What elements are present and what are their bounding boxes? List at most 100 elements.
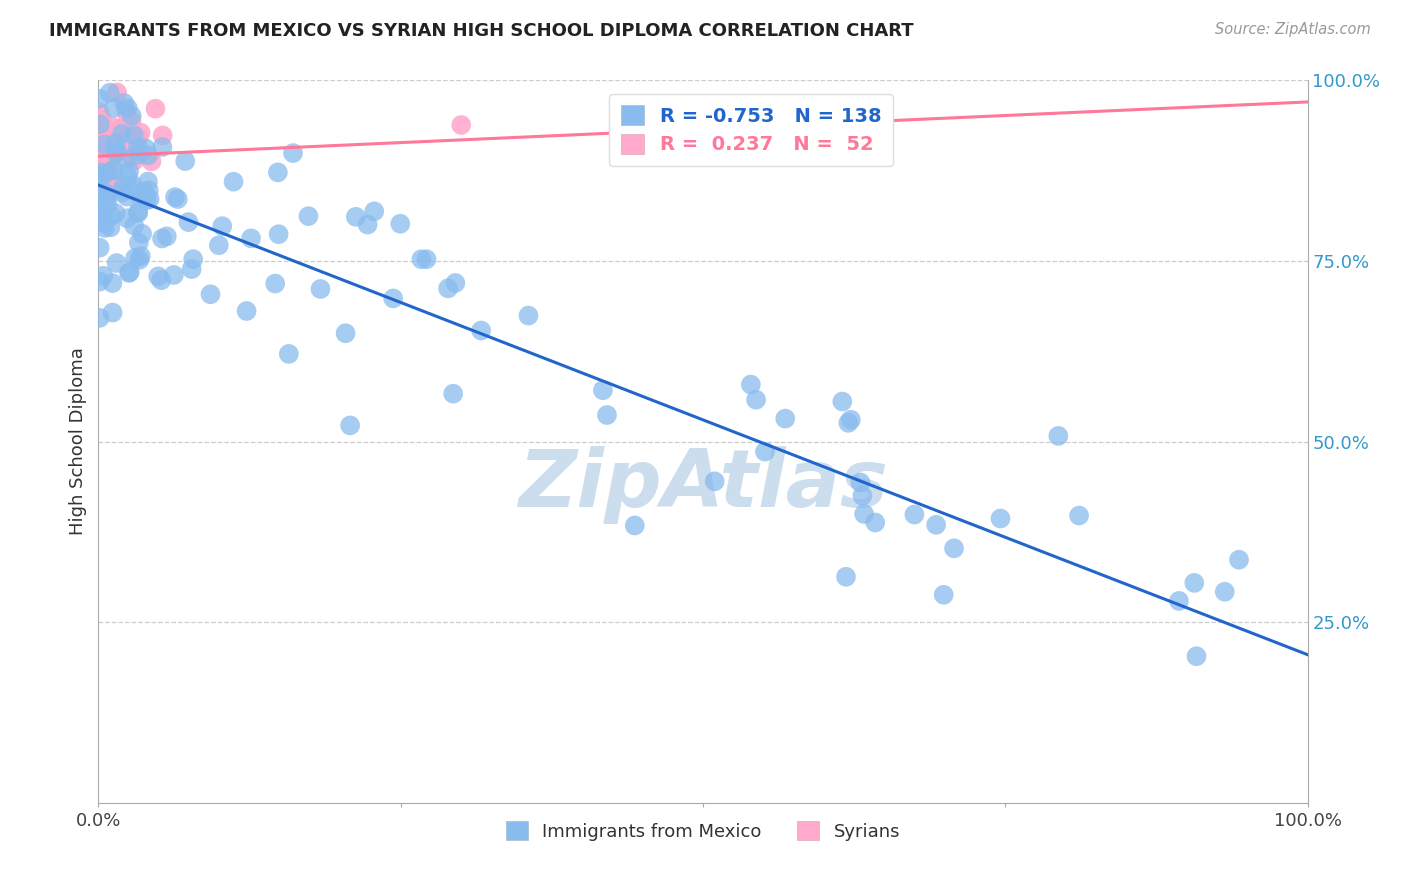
Point bbox=[389, 217, 412, 231]
Point bbox=[339, 418, 361, 433]
Point bbox=[235, 304, 257, 318]
Point bbox=[89, 171, 111, 186]
Point bbox=[89, 105, 111, 120]
Point bbox=[89, 184, 111, 198]
Point bbox=[129, 249, 152, 263]
Point bbox=[91, 175, 114, 189]
Point bbox=[925, 517, 948, 532]
Point bbox=[135, 194, 157, 208]
Point bbox=[1185, 649, 1208, 664]
Point bbox=[863, 516, 886, 530]
Point bbox=[138, 183, 160, 197]
Point bbox=[89, 275, 111, 289]
Point bbox=[90, 128, 112, 143]
Point bbox=[1213, 584, 1236, 599]
Point bbox=[117, 101, 139, 115]
Point bbox=[93, 157, 115, 171]
Text: ZipAtlas: ZipAtlas bbox=[517, 446, 889, 524]
Point bbox=[127, 140, 149, 154]
Point bbox=[104, 136, 127, 151]
Point bbox=[94, 220, 117, 235]
Legend: Immigrants from Mexico, Syrians: Immigrants from Mexico, Syrians bbox=[499, 814, 907, 848]
Point bbox=[754, 444, 776, 458]
Point bbox=[96, 160, 118, 174]
Point bbox=[97, 125, 120, 139]
Point bbox=[89, 310, 111, 325]
Point bbox=[200, 287, 222, 301]
Point bbox=[1067, 508, 1090, 523]
Point bbox=[837, 416, 859, 430]
Point bbox=[128, 235, 150, 250]
Point bbox=[152, 140, 174, 154]
Point bbox=[174, 154, 197, 169]
Point bbox=[105, 86, 128, 100]
Point bbox=[90, 159, 112, 173]
Point bbox=[105, 145, 128, 159]
Point bbox=[851, 489, 873, 503]
Point bbox=[382, 292, 405, 306]
Point bbox=[592, 384, 614, 398]
Point bbox=[703, 475, 725, 489]
Point bbox=[117, 169, 139, 184]
Point bbox=[115, 126, 138, 140]
Point bbox=[415, 252, 437, 267]
Point bbox=[740, 377, 762, 392]
Point bbox=[450, 118, 472, 132]
Point bbox=[112, 178, 135, 193]
Point bbox=[101, 305, 124, 319]
Point bbox=[141, 154, 163, 169]
Point bbox=[117, 142, 139, 156]
Point bbox=[163, 268, 186, 282]
Point bbox=[1168, 594, 1191, 608]
Point bbox=[211, 219, 233, 234]
Point bbox=[208, 238, 231, 252]
Point bbox=[118, 265, 141, 279]
Point bbox=[90, 143, 112, 157]
Point bbox=[89, 165, 111, 179]
Point bbox=[441, 386, 464, 401]
Point bbox=[105, 256, 128, 270]
Point bbox=[131, 227, 153, 241]
Point bbox=[87, 116, 110, 130]
Point bbox=[344, 210, 367, 224]
Point bbox=[297, 209, 319, 223]
Point bbox=[150, 231, 173, 245]
Point bbox=[90, 160, 112, 174]
Point bbox=[94, 161, 117, 175]
Point bbox=[89, 136, 111, 150]
Point bbox=[411, 252, 433, 267]
Point bbox=[89, 241, 111, 255]
Point bbox=[89, 197, 111, 211]
Point bbox=[103, 147, 125, 161]
Point bbox=[111, 186, 134, 200]
Point bbox=[943, 541, 966, 556]
Point bbox=[115, 189, 138, 203]
Point bbox=[166, 192, 188, 206]
Point bbox=[267, 227, 290, 242]
Point bbox=[107, 141, 129, 155]
Point bbox=[127, 205, 149, 219]
Point bbox=[91, 112, 114, 127]
Point bbox=[98, 140, 121, 154]
Point bbox=[267, 165, 290, 179]
Point bbox=[91, 153, 114, 167]
Point bbox=[124, 153, 146, 168]
Point bbox=[101, 276, 124, 290]
Point bbox=[1227, 553, 1250, 567]
Point bbox=[97, 137, 120, 152]
Point bbox=[93, 137, 115, 152]
Point bbox=[121, 182, 143, 196]
Point bbox=[97, 137, 120, 152]
Point bbox=[356, 218, 378, 232]
Point bbox=[103, 136, 125, 150]
Point bbox=[89, 169, 111, 183]
Point bbox=[89, 213, 111, 227]
Point bbox=[90, 155, 112, 169]
Point bbox=[148, 269, 170, 284]
Point bbox=[990, 511, 1012, 525]
Point bbox=[135, 141, 157, 155]
Point bbox=[596, 408, 619, 422]
Point bbox=[121, 114, 143, 128]
Point bbox=[1182, 575, 1205, 590]
Point bbox=[115, 211, 138, 226]
